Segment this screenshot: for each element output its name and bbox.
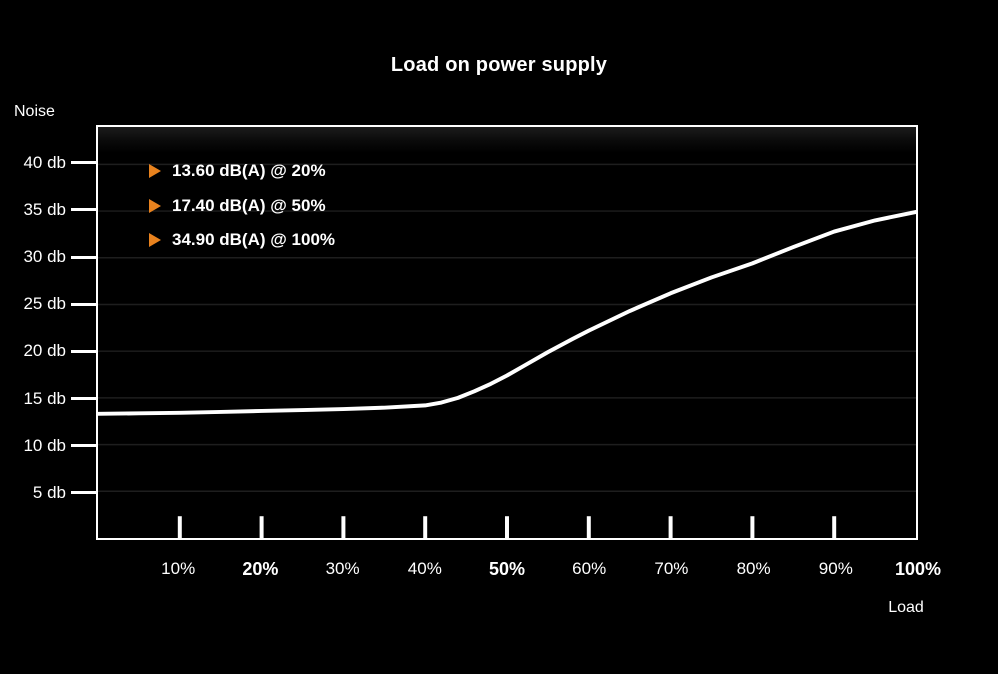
x-tick-label: 100% xyxy=(894,559,942,579)
y-tick-mark xyxy=(71,302,96,306)
legend-item-label: 13.60 dB(A) @ 20% xyxy=(172,161,326,180)
x-tick-label: 30% xyxy=(325,559,360,578)
y-tick-label: 5 db xyxy=(32,482,66,502)
triangle-bullet-icon xyxy=(149,164,161,178)
y-tick-mark xyxy=(71,444,96,448)
x-tick-label: 10% xyxy=(161,559,196,578)
y-tick-label: 35 db xyxy=(23,199,66,219)
legend-item-label: 17.40 dB(A) @ 50% xyxy=(172,195,326,215)
y-tick-label: 25 db xyxy=(23,294,66,314)
y-tick-mark xyxy=(71,397,96,401)
x-tick-label: 40% xyxy=(407,559,442,578)
y-tick-mark xyxy=(71,161,96,165)
y-axis-label: Noise xyxy=(14,103,55,120)
legend-item: 34.90 dB(A) @ 100% xyxy=(149,230,335,250)
plot-area: 13.60 dB(A) @ 20% 17.40 dB(A) @ 50% 34.90 … xyxy=(96,125,918,540)
noise-curve-svg xyxy=(98,163,916,538)
x-tick-label: 50% xyxy=(488,559,526,579)
y-tick-label: 10 db xyxy=(23,435,66,455)
legend-item: 13.60 dB(A) @ 20% xyxy=(149,161,326,181)
x-tick-label: 60% xyxy=(572,559,607,578)
y-tick-label: 40 db xyxy=(23,152,66,172)
y-tick-mark xyxy=(71,255,96,259)
x-tick-label: 70% xyxy=(654,559,689,578)
triangle-bullet-icon xyxy=(149,233,161,247)
y-tick-label: 20 db xyxy=(23,341,66,361)
triangle-bullet-icon xyxy=(149,198,161,213)
y-tick-label: 30 db xyxy=(23,247,66,267)
chart-title: Load on power supply xyxy=(390,54,608,76)
y-tick-label: 15 db xyxy=(23,388,66,408)
y-tick-mark xyxy=(71,349,96,353)
noise-curve xyxy=(98,209,916,416)
y-tick-mark xyxy=(71,208,96,212)
legend-item: 17.40 dB(A) @ 50% xyxy=(149,196,326,216)
x-axis-label: Load xyxy=(888,599,924,616)
legend-item-label: 34.90 dB(A) @ 100% xyxy=(172,230,336,249)
x-tick-label: 90% xyxy=(818,559,853,578)
y-tick-mark xyxy=(71,491,96,495)
x-tick-label: 20% xyxy=(242,559,279,579)
x-tick-label: 80% xyxy=(736,559,771,578)
